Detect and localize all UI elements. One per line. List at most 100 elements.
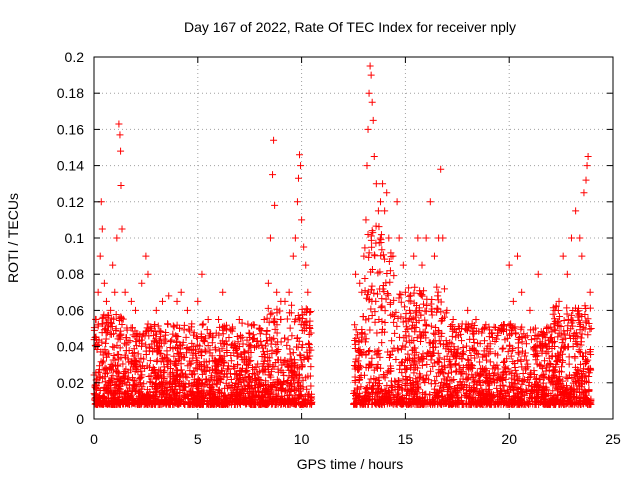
data-point <box>243 336 251 344</box>
data-point <box>259 367 267 375</box>
data-point <box>98 225 106 233</box>
data-point <box>585 320 593 328</box>
data-point <box>173 399 181 407</box>
data-point <box>145 373 153 381</box>
data-point <box>522 387 530 395</box>
data-point <box>552 352 560 360</box>
data-point <box>458 337 466 345</box>
data-point <box>374 361 382 369</box>
data-point <box>429 362 437 370</box>
data-point <box>182 333 190 341</box>
data-point <box>381 255 389 263</box>
data-point <box>246 330 254 338</box>
data-point <box>545 337 553 345</box>
data-point <box>403 376 411 384</box>
data-point <box>204 363 212 371</box>
data-point <box>367 375 375 383</box>
data-point <box>173 297 181 305</box>
data-point <box>482 321 490 329</box>
data-point <box>277 315 285 323</box>
data-point <box>116 344 124 352</box>
data-point <box>440 382 448 390</box>
data-point <box>106 384 114 392</box>
data-point <box>205 381 213 389</box>
data-point <box>110 351 118 359</box>
data-point <box>395 381 403 389</box>
data-point <box>245 341 253 349</box>
data-point <box>415 304 423 312</box>
data-point <box>198 379 206 387</box>
data-point <box>141 397 149 405</box>
data-point <box>183 306 191 314</box>
data-point <box>410 369 418 377</box>
data-point <box>241 348 249 356</box>
data-point <box>411 344 419 352</box>
data-point <box>505 261 513 269</box>
data-point <box>305 341 313 349</box>
data-point <box>581 356 589 364</box>
data-point <box>271 201 279 209</box>
data-point <box>223 370 231 378</box>
data-point <box>474 339 482 347</box>
data-point <box>170 323 178 331</box>
data-point <box>277 386 285 394</box>
data-point <box>351 373 359 381</box>
data-point <box>442 337 450 345</box>
data-point <box>171 377 179 385</box>
data-point <box>397 345 405 353</box>
data-point <box>431 330 439 338</box>
data-point <box>211 395 219 403</box>
data-point <box>137 342 145 350</box>
data-point <box>411 328 419 336</box>
data-point <box>478 329 486 337</box>
data-point <box>123 326 131 334</box>
data-point <box>533 374 541 382</box>
data-point <box>374 207 382 215</box>
data-point <box>465 356 473 364</box>
data-point <box>373 389 381 397</box>
data-point <box>386 267 394 275</box>
data-point <box>372 222 380 230</box>
data-point <box>518 380 526 388</box>
data-point <box>468 320 476 328</box>
data-point <box>368 243 376 251</box>
data-point <box>558 357 566 365</box>
data-point <box>372 376 380 384</box>
data-point <box>513 384 521 392</box>
data-point <box>457 381 465 389</box>
data-point <box>553 357 561 365</box>
data-point <box>258 353 266 361</box>
data-point <box>491 338 499 346</box>
data-point <box>568 311 576 319</box>
data-point <box>541 333 549 341</box>
data-point <box>514 344 522 352</box>
data-point <box>469 328 477 336</box>
x-tick-label: 10 <box>294 431 310 447</box>
data-point <box>100 279 108 287</box>
data-point <box>254 360 262 368</box>
data-point <box>555 353 563 361</box>
data-point <box>166 386 174 394</box>
data-point <box>412 324 420 332</box>
data-point <box>115 317 123 325</box>
data-point <box>193 334 201 342</box>
data-point <box>352 270 360 278</box>
data-point <box>579 373 587 381</box>
data-point <box>404 350 412 358</box>
data-point <box>430 252 438 260</box>
data-point <box>377 236 385 244</box>
data-point <box>527 370 535 378</box>
data-point <box>124 388 132 396</box>
data-point <box>584 366 592 374</box>
data-point <box>559 252 567 260</box>
data-point <box>406 376 414 384</box>
data-point <box>535 331 543 339</box>
data-point <box>192 349 200 357</box>
data-point <box>485 379 493 387</box>
data-point <box>524 399 532 407</box>
data-point <box>586 325 594 333</box>
data-point <box>100 394 108 402</box>
data-point <box>386 278 394 286</box>
data-point <box>302 305 310 313</box>
data-point <box>542 363 550 371</box>
